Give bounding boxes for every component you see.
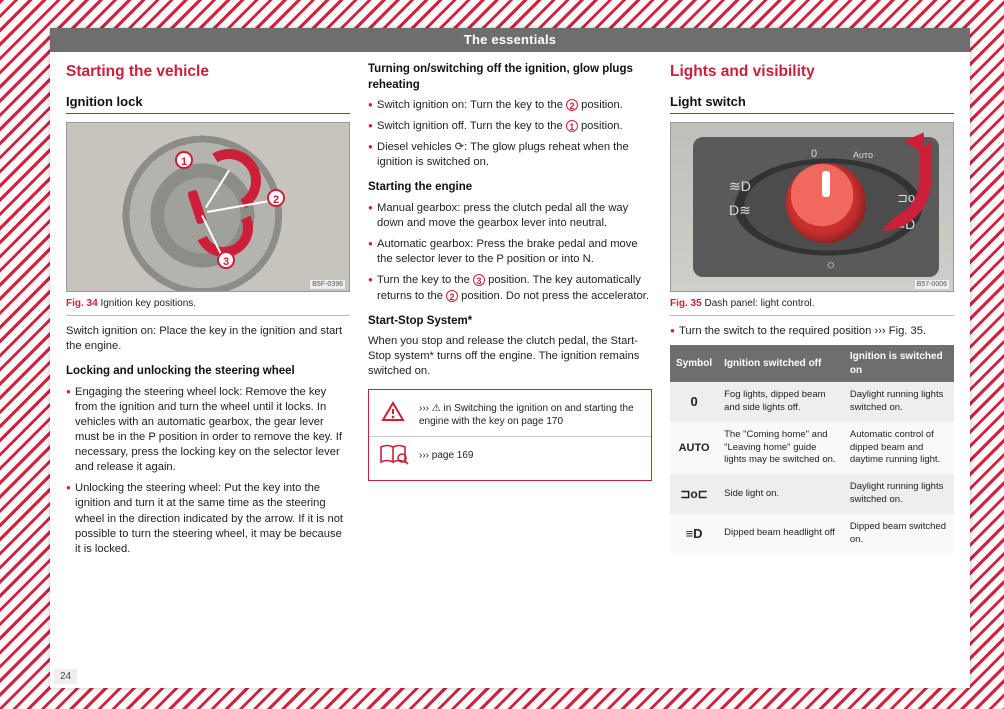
- text-fragment: position.: [578, 120, 623, 132]
- light-bulb-icon: ☼: [825, 255, 837, 273]
- off-cell: Fog lights, dipped beam and side lights …: [718, 382, 844, 422]
- position-ref-2: 2: [566, 99, 578, 111]
- text-fragment: Turn the key to the: [377, 274, 473, 286]
- figure-code: B57-0006: [915, 280, 949, 289]
- figure-caption-text: Ignition key positions.: [100, 298, 196, 309]
- table-row: AUTO The "Coming home" and "Leaving home…: [670, 422, 954, 474]
- info-text: ››› ⚠ in Switching the ignition on and s…: [419, 402, 641, 429]
- page-number: 24: [54, 669, 77, 684]
- off-cell: Side light on.: [718, 474, 844, 514]
- bullet-item: Turn the switch to the required position…: [670, 324, 954, 339]
- book-icon: [379, 443, 409, 470]
- warning-icon: [379, 400, 409, 429]
- fog-rear-icon: D≋: [729, 201, 751, 220]
- heading-locking: Locking and unlocking the steering wheel: [66, 364, 350, 380]
- figure-number: Fig. 35: [670, 298, 702, 309]
- header-bar: The essentials: [50, 28, 970, 52]
- section-title-lights: Lights and visibility: [670, 62, 954, 83]
- figure-34-caption: Fig. 34 Ignition key positions.: [66, 297, 350, 316]
- position-0-label: 0: [811, 147, 817, 162]
- heading-starting-engine: Starting the engine: [368, 180, 652, 196]
- bullet-item: Diesel vehicles ⟳: The glow plugs reheat…: [368, 140, 652, 170]
- subsection-light-switch: Light switch: [670, 93, 954, 115]
- position-ref-2b: 2: [446, 290, 458, 302]
- heading-turning-on: Turning on/switching off the ignition, g…: [368, 62, 652, 93]
- off-cell: The "Coming home" and "Leaving home" gui…: [718, 422, 844, 474]
- position-auto-label: Aᴜᴛᴏ: [853, 149, 873, 161]
- light-switch-table: Symbol Ignition switched off Ignition is…: [670, 345, 954, 553]
- paragraph: When you stop and release the clutch ped…: [368, 334, 652, 379]
- bullet-item: Switch ignition off. Turn the key to the…: [368, 119, 652, 134]
- cross-reference-box: ››› ⚠ in Switching the ignition on and s…: [368, 389, 652, 480]
- fog-front-icon: ≋D: [729, 177, 751, 196]
- section-title-start: Starting the vehicle: [66, 62, 350, 83]
- off-cell: Dipped beam headlight off: [718, 514, 844, 554]
- text-fragment: Switch ignition off. Turn the key to the: [377, 120, 566, 132]
- text-fragment: position. Do not press the accelerator.: [458, 290, 649, 302]
- position-ref-3: 3: [473, 274, 485, 286]
- table-row: 0 Fog lights, dipped beam and side light…: [670, 382, 954, 422]
- content-columns: Starting the vehicle Ignition lock 1 2 3…: [50, 52, 970, 571]
- info-row-book: ››› page 169: [369, 436, 651, 476]
- column-2: Turning on/switching off the ignition, g…: [368, 62, 652, 563]
- on-cell: Daylight running lights switched on.: [844, 382, 954, 422]
- bullet-item: Switch ignition on: Turn the key to the …: [368, 98, 652, 113]
- bullet-item: Turn the key to the 3 position. The key …: [368, 273, 652, 303]
- column-3: Lights and visibility Light switch 0 Aᴜᴛ…: [670, 62, 954, 563]
- subsection-ignition-lock: Ignition lock: [66, 93, 350, 115]
- paragraph: Switch ignition on: Place the key in the…: [66, 324, 350, 354]
- symbol-cell: ⊐o⊏: [670, 474, 718, 514]
- bullet-item: Automatic gearbox: Press the brake pedal…: [368, 237, 652, 267]
- heading-start-stop: Start-Stop System*: [368, 314, 652, 330]
- col-off: Ignition switched off: [718, 345, 844, 382]
- info-row-warning: ››› ⚠ in Switching the ignition on and s…: [369, 394, 651, 435]
- col-symbol: Symbol: [670, 345, 718, 382]
- figure-35-caption: Fig. 35 Dash panel: light control.: [670, 297, 954, 316]
- text-fragment: Switch ignition on: Turn the key to the: [377, 99, 566, 111]
- figure-35: 0 Aᴜᴛᴏ ≋D D≋ ⊐o⊏ ≡D ☼ B57-0006: [670, 122, 954, 292]
- symbol-cell: AUTO: [670, 422, 718, 474]
- on-cell: Automatic control of dipped beam and day…: [844, 422, 954, 474]
- text-fragment: position.: [578, 99, 623, 111]
- rotary-knob-icon: [786, 163, 866, 243]
- table-row: ⊐o⊏ Side light on. Daylight running ligh…: [670, 474, 954, 514]
- symbol-cell: ≡D: [670, 514, 718, 554]
- position-ref-1: 1: [566, 120, 578, 132]
- on-cell: Dipped beam switched on.: [844, 514, 954, 554]
- figure-34: 1 2 3 B5F-0396: [66, 122, 350, 292]
- col-on: Ignition is switched on: [844, 345, 954, 382]
- symbol-cell: 0: [670, 382, 718, 422]
- manual-page: The essentials Starting the vehicle Igni…: [50, 28, 970, 688]
- figure-number: Fig. 34: [66, 298, 98, 309]
- table-row: ≡D Dipped beam headlight off Dipped beam…: [670, 514, 954, 554]
- bullet-item: Engaging the steering wheel lock: Remove…: [66, 385, 350, 476]
- on-cell: Daylight running lights switched on.: [844, 474, 954, 514]
- figure-caption-text: Dash panel: light control.: [704, 298, 814, 309]
- bullet-item: Manual gearbox: press the clutch pedal a…: [368, 201, 652, 231]
- bullet-item: Unlocking the steering wheel: Put the ke…: [66, 481, 350, 557]
- figure-code: B5F-0396: [310, 280, 345, 289]
- info-text: ››› page 169: [419, 449, 641, 463]
- column-1: Starting the vehicle Ignition lock 1 2 3…: [66, 62, 350, 563]
